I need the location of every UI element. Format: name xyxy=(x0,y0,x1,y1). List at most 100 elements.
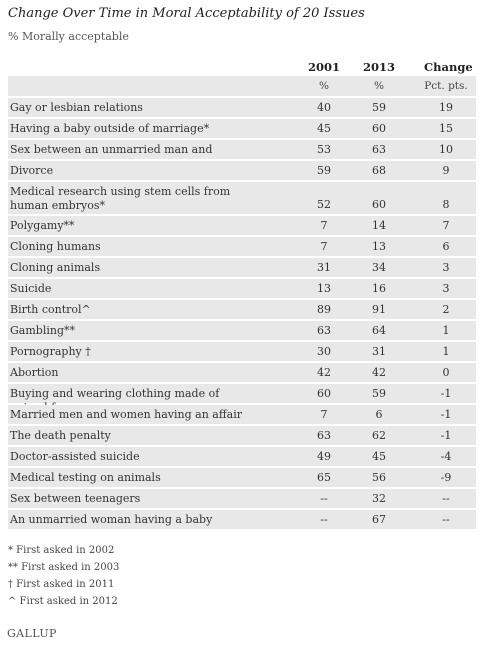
table-row: Gay or lesbian relations 40 59 19 xyxy=(8,98,476,117)
cell-change: -- xyxy=(442,492,450,505)
row-label: Gay or lesbian relations xyxy=(10,101,143,114)
table-row: Divorce 59 68 9 xyxy=(8,161,476,180)
table-row: Having a baby outside of marriage* 45 60 15 xyxy=(8,119,476,138)
row-label: Polygamy** xyxy=(10,219,75,232)
cell-change: 7 xyxy=(442,219,450,232)
cell-change: 0 xyxy=(442,366,450,379)
table-row: Gambling** 63 64 1 xyxy=(8,321,476,340)
table-row: Cloning humans 7 13 6 xyxy=(8,237,476,256)
cell-2013: 59 xyxy=(372,387,386,400)
row-label: Divorce xyxy=(10,164,54,177)
table-row: Pornography † 30 31 1 xyxy=(8,342,476,361)
row-label: Married men and women having an affair xyxy=(10,408,243,421)
cell-change: -4 xyxy=(440,450,452,463)
cell-2013: 60 xyxy=(372,198,386,211)
column-header-change: Change xyxy=(424,60,473,74)
cell-change: -- xyxy=(442,513,450,526)
row-label: Having a baby outside of marriage* xyxy=(10,122,210,135)
table-row: Sex between an unmarried man and woman53… xyxy=(8,140,476,170)
chart-title: Change Over Time in Moral Acceptability … xyxy=(8,6,365,21)
cell-2001: 52 xyxy=(317,198,331,211)
cell-2013: 31 xyxy=(372,345,386,358)
table-row: An unmarried woman having a baby -- 67 -- xyxy=(8,510,476,529)
cell-2013: 63 xyxy=(372,143,386,156)
cell-2001: -- xyxy=(320,492,328,505)
cell-change: 15 xyxy=(439,122,453,135)
cell-change: 1 xyxy=(442,324,450,337)
cell-2013: 34 xyxy=(372,261,386,274)
cell-change: -1 xyxy=(440,387,452,400)
chart-subtitle: % Morally acceptable xyxy=(8,30,129,43)
cell-change: -9 xyxy=(440,471,452,484)
cell-2013: 91 xyxy=(372,303,386,316)
cell-change: 3 xyxy=(442,261,450,274)
cell-2001: 59 xyxy=(317,164,331,177)
footnote: ^ First asked in 2012 xyxy=(8,596,118,607)
cell-2013: 56 xyxy=(372,471,386,484)
cell-2001: 7 xyxy=(320,408,328,421)
cell-2013: 6 xyxy=(375,408,383,421)
unit-change: Pct. pts. xyxy=(424,80,468,92)
cell-2001: 40 xyxy=(317,101,331,114)
cell-2013: 16 xyxy=(372,282,386,295)
row-label: An unmarried woman having a baby xyxy=(10,513,213,526)
cell-2013: 62 xyxy=(372,429,386,442)
cell-2001: 42 xyxy=(317,366,331,379)
cell-2013: 60 xyxy=(372,122,386,135)
row-label: Pornography † xyxy=(10,345,91,358)
cell-2001: 60 xyxy=(317,387,331,400)
table-row: Polygamy** 7 14 7 xyxy=(8,216,476,235)
column-header-row: 2001 2013 Change xyxy=(8,56,476,76)
row-label: Abortion xyxy=(10,366,59,379)
cell-2001: 63 xyxy=(317,324,331,337)
table-row: Medical testing on animals 65 56 -9 xyxy=(8,468,476,487)
cell-2001: 7 xyxy=(320,240,328,253)
cell-2001: -- xyxy=(320,513,328,526)
row-label: Gambling** xyxy=(10,324,75,337)
cell-2013: 42 xyxy=(372,366,386,379)
cell-2001: 30 xyxy=(317,345,331,358)
cell-change: 3 xyxy=(442,282,450,295)
footnote: ** First asked in 2003 xyxy=(8,562,120,573)
table-row: Cloning animals 31 34 3 xyxy=(8,258,476,277)
cell-2001: 53 xyxy=(317,143,331,156)
column-header-2001: 2001 xyxy=(307,60,340,74)
table-row: Birth control^ 89 91 2 xyxy=(8,300,476,319)
row-label: Cloning humans xyxy=(10,240,101,253)
unit-2001: % xyxy=(319,80,329,92)
gallup-logo: GALLUP xyxy=(7,627,57,640)
cell-2001: 89 xyxy=(317,303,331,316)
row-label: Birth control^ xyxy=(10,303,91,316)
row-label: Medical research using stem cells from h… xyxy=(10,185,231,212)
row-label: Doctor-assisted suicide xyxy=(10,450,140,463)
table-row: Medical research using stem cells from h… xyxy=(8,182,476,214)
table-row: Suicide 13 16 3 xyxy=(8,279,476,298)
data-table: 2001 2013 Change % % Pct. pts. Gay or le… xyxy=(8,56,476,531)
cell-2013: 68 xyxy=(372,164,386,177)
row-label: The death penalty xyxy=(10,429,111,442)
row-label: Sex between teenagers xyxy=(10,492,141,505)
cell-2001: 7 xyxy=(320,219,328,232)
table-row: Sex between teenagers -- 32 -- xyxy=(8,489,476,508)
cell-change: 1 xyxy=(442,345,450,358)
footnote: * First asked in 2002 xyxy=(8,545,115,556)
table-row: Married men and women having an affair 7 6… xyxy=(8,405,476,424)
cell-change: 10 xyxy=(439,143,453,156)
cell-change: 8 xyxy=(442,198,450,211)
column-header-2013: 2013 xyxy=(362,60,395,74)
cell-2013: 45 xyxy=(372,450,386,463)
cell-2013: 64 xyxy=(372,324,386,337)
cell-2001: 13 xyxy=(317,282,331,295)
cell-change: -1 xyxy=(440,408,452,421)
cell-2001: 49 xyxy=(317,450,331,463)
table-row: Doctor-assisted suicide 49 45 -4 xyxy=(8,447,476,466)
footnotes: * First asked in 2002 ** First asked in … xyxy=(8,542,119,610)
table-row: Abortion 42 42 0 xyxy=(8,363,476,382)
row-label: Cloning animals xyxy=(10,261,101,274)
unit-row: % % Pct. pts. xyxy=(8,76,476,96)
cell-2001: 45 xyxy=(317,122,331,135)
table-row: Buying and wearing clothing made of anim… xyxy=(8,384,476,414)
row-label: Medical testing on animals xyxy=(10,471,161,484)
row-label: Suicide xyxy=(10,282,52,295)
cell-change: 6 xyxy=(442,240,450,253)
